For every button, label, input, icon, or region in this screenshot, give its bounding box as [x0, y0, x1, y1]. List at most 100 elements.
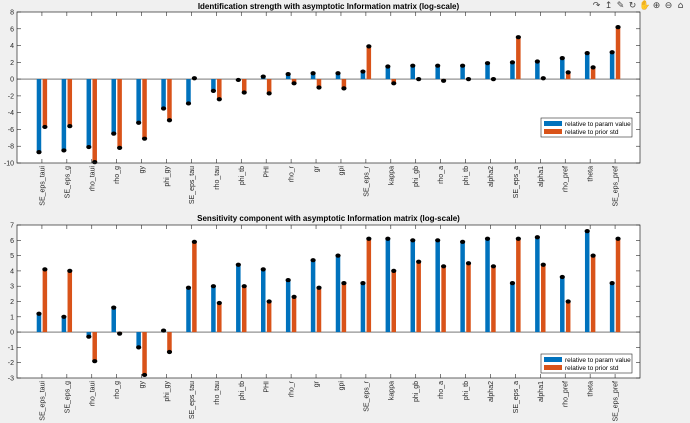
bar-marker: [615, 25, 621, 30]
bar-marker: [584, 51, 590, 56]
zoom-in-icon[interactable]: ⊕: [652, 0, 661, 11]
bar: [92, 79, 97, 163]
bar: [360, 283, 366, 333]
y-tick-label: 3: [10, 284, 14, 291]
bar-marker: [260, 74, 266, 79]
bar-marker: [465, 77, 472, 82]
bar-marker: [86, 144, 92, 150]
bar: [61, 316, 67, 333]
bar-marker: [241, 284, 247, 289]
x-tick-label: gpi: [338, 166, 345, 176]
x-tick-label: rho_a: [438, 166, 445, 184]
bar: [584, 53, 590, 80]
legend-swatch: [544, 121, 562, 126]
bar: [186, 287, 191, 333]
x-tick-label: rho_tau: [214, 166, 221, 190]
bar: [266, 79, 272, 94]
rotate-icon[interactable]: ↻: [628, 0, 637, 11]
bar: [167, 332, 172, 352]
bar: [117, 79, 122, 148]
y-tick-label: 6: [10, 26, 14, 33]
bar: [385, 66, 391, 80]
bar-marker: [609, 281, 615, 286]
bar: [241, 286, 247, 333]
bar-marker: [385, 236, 391, 241]
bar: [410, 240, 416, 333]
bar: [142, 79, 147, 139]
chart-title: Sensitivity component with asymptotic In…: [197, 214, 460, 223]
bar-marker: [235, 262, 241, 267]
x-tick-label: SE_eps_taui: [39, 166, 46, 206]
legend-label: relative to param value: [565, 357, 631, 364]
bar-marker: [216, 97, 222, 102]
bar-marker: [160, 106, 167, 111]
bar: [167, 79, 172, 121]
bar-marker: [609, 50, 615, 55]
figure-toolbar: ↷ ↥ ✎ ↻ ✋ ⊕ ⊖ ⌂: [591, 0, 686, 12]
bar-marker: [86, 334, 92, 339]
y-tick-label: -4: [8, 110, 14, 117]
legend-label: relative to param value: [565, 121, 631, 128]
axes-frame: [16, 11, 641, 164]
bar-marker: [565, 70, 571, 75]
brush-icon[interactable]: ✎: [616, 0, 625, 11]
bar: [615, 238, 621, 333]
x-tick-label: rho_taui: [89, 381, 96, 407]
bar-marker: [92, 160, 98, 165]
bar: [460, 65, 465, 80]
bar-marker: [191, 239, 197, 244]
bar: [435, 240, 440, 333]
bar-marker: [210, 88, 217, 93]
bar-marker: [435, 238, 441, 243]
pan-icon[interactable]: ✋: [639, 0, 651, 11]
bar-marker: [117, 145, 123, 150]
bar: [590, 67, 596, 80]
zoom-out-icon[interactable]: ⊖: [664, 0, 673, 11]
x-tick-label: rho_r: [289, 380, 296, 397]
bar-marker: [509, 60, 516, 65]
bar-marker: [266, 91, 272, 96]
x-tick-label: phi_gb: [413, 166, 420, 187]
bar-marker: [141, 372, 148, 378]
bar-marker: [509, 281, 516, 286]
bar: [590, 255, 596, 333]
home-icon[interactable]: ⌂: [677, 0, 684, 11]
bar-marker: [216, 300, 222, 306]
bar-marker: [316, 285, 322, 290]
text-icon[interactable]: ↷: [592, 0, 601, 11]
legend-swatch: [544, 365, 562, 370]
bar-marker: [440, 264, 447, 269]
x-tick-label: rho_taui: [89, 166, 96, 192]
x-tick-label: rho_tau: [214, 381, 221, 405]
y-tick-label: 4: [10, 268, 14, 275]
bar-marker: [316, 85, 322, 90]
legend-box: [540, 353, 633, 374]
bar-marker: [61, 148, 67, 153]
bar-marker: [36, 149, 42, 155]
bar-marker: [285, 71, 291, 77]
x-tick-label: phi_tb: [463, 166, 470, 185]
x-tick-label: PHI: [264, 381, 271, 393]
bar-marker: [341, 86, 347, 91]
bar-marker: [67, 268, 73, 273]
bar: [360, 71, 366, 80]
bar-marker: [360, 281, 366, 286]
x-tick-label: SE_eps_g: [64, 381, 71, 413]
y-tick-label: -2: [8, 93, 14, 100]
y-tick-label: 5: [10, 253, 14, 260]
bar: [535, 237, 540, 333]
bar: [266, 301, 272, 333]
bar: [385, 238, 391, 333]
x-tick-label: alpha1: [538, 166, 545, 187]
x-tick-label: SE_eps_g: [64, 166, 71, 198]
bar: [335, 255, 341, 333]
bar-marker: [136, 120, 142, 125]
bar: [341, 79, 347, 89]
bar-marker: [67, 123, 73, 129]
y-tick-label: 6: [10, 238, 14, 245]
bar-marker: [385, 64, 391, 69]
legend-label: relative to prior std: [565, 365, 619, 372]
bar-marker: [559, 274, 565, 280]
export-icon[interactable]: ↥: [604, 0, 613, 11]
bar-marker: [266, 299, 272, 304]
